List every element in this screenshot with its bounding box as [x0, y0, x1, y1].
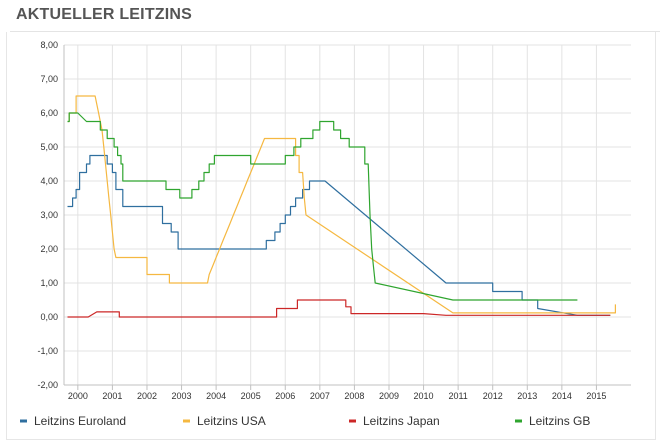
- legend-swatch-leitzins-gb: [515, 419, 522, 423]
- legend-label-leitzins-euroland: Leitzins Euroland: [34, 414, 126, 428]
- y-tick-label: 2,00: [40, 244, 58, 254]
- x-tick-label: 2005: [241, 391, 261, 401]
- legend-swatch-leitzins-euroland: [20, 419, 27, 423]
- series-line-leitzins-gb: [67, 112, 578, 301]
- y-tick-label: 0,00: [40, 312, 58, 322]
- legend-swatch-leitzins-usa: [183, 419, 190, 423]
- x-tick-label: 2008: [344, 391, 364, 401]
- x-tick-label: 2006: [275, 391, 295, 401]
- x-tick-label: 2013: [517, 391, 537, 401]
- y-tick-label: 1,00: [40, 278, 58, 288]
- x-tick-label: 2012: [483, 391, 503, 401]
- series-line-leitzins-japan: [67, 299, 611, 318]
- legend-label-leitzins-gb: Leitzins GB: [529, 414, 590, 428]
- series-line-leitzins-usa: [67, 95, 616, 314]
- legend-label-leitzins-japan: Leitzins Japan: [363, 414, 440, 428]
- y-tick-label: 5,00: [40, 142, 58, 152]
- series-line-leitzins-euroland: [67, 154, 611, 316]
- y-tick-label: -1,00: [37, 346, 58, 356]
- x-tick-label: 2015: [586, 391, 606, 401]
- title-divider: [10, 31, 660, 32]
- legend-label-leitzins-usa: Leitzins USA: [197, 414, 266, 428]
- y-tick-label: 6,00: [40, 108, 58, 118]
- x-tick-label: 2001: [102, 391, 122, 401]
- x-tick-label: 2000: [68, 391, 88, 401]
- x-tick-label: 2007: [310, 391, 330, 401]
- x-tick-label: 2011: [448, 391, 467, 401]
- y-tick-label: -2,00: [37, 380, 58, 390]
- chart-frame: [6, 32, 656, 440]
- chart-title: AKTUELLER LEITZINS: [16, 6, 193, 23]
- x-tick-label: 2014: [552, 391, 572, 401]
- x-tick-label: 2009: [379, 391, 399, 401]
- x-tick-label: 2002: [137, 391, 157, 401]
- y-tick-label: 8,00: [40, 40, 58, 50]
- y-tick-label: 7,00: [40, 74, 58, 84]
- y-tick-label: 4,00: [40, 176, 58, 186]
- x-tick-label: 2003: [172, 391, 192, 401]
- x-tick-label: 2004: [206, 391, 226, 401]
- y-tick-label: 3,00: [40, 210, 58, 220]
- legend-swatch-leitzins-japan: [349, 419, 356, 423]
- x-tick-label: 2010: [414, 391, 434, 401]
